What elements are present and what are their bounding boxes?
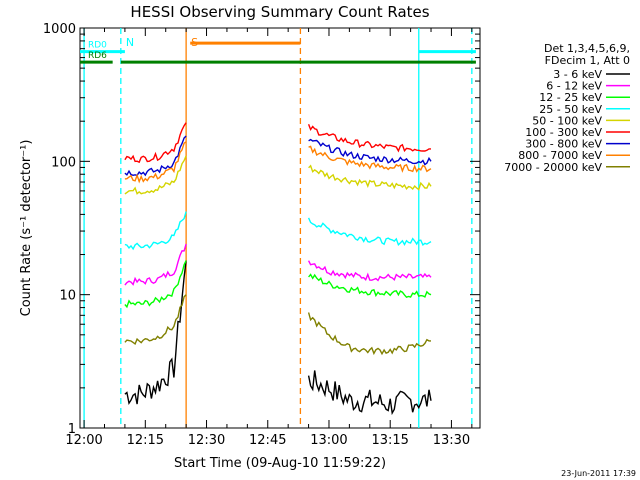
series-line (124, 122, 187, 164)
series-line (308, 145, 432, 173)
x-tick-label: 12:15 (127, 433, 164, 448)
series-line (124, 243, 187, 286)
series-line (308, 273, 432, 299)
series-line (124, 141, 187, 184)
plot-area: NSRD0RD6 (79, 27, 481, 429)
legend-entry: 25 - 50 keV (539, 103, 602, 116)
series-line (307, 260, 432, 282)
plot-frame (79, 27, 481, 429)
series-line (308, 138, 432, 166)
x-tick-label: 12:00 (65, 433, 102, 448)
legend-header: FDecim 1, Att 0 (545, 54, 630, 67)
y-axis-label: Count Rate (s⁻¹ detector⁻¹) (19, 140, 34, 317)
legend-header: Det 1,3,4,5,6,9, (544, 42, 630, 55)
series-line (307, 124, 431, 153)
legend-entry: 50 - 100 keV (532, 114, 602, 127)
legend-entry: 100 - 300 keV (525, 126, 602, 139)
series-line (307, 370, 432, 416)
x-axis: 12:00 12:15 12:30 12:45 13:00 13:15 13:30 (65, 28, 473, 448)
x-tick-label: 13:30 (433, 433, 470, 448)
legend-entry: 3 - 6 keV (553, 68, 602, 81)
legend-entry: 6 - 12 keV (546, 80, 602, 93)
x-tick-label: 13:15 (371, 433, 408, 448)
state-bar-label: RD6 (88, 51, 107, 61)
x-tick-label: 13:00 (310, 433, 347, 448)
series-line (124, 260, 187, 406)
legend-entry: 7000 - 20000 keV (504, 161, 602, 174)
series-line (124, 211, 187, 251)
series-line (307, 312, 431, 356)
y-axis: 1 10 100 1000 (43, 22, 480, 437)
legend-entry: 800 - 7000 keV (518, 149, 602, 162)
chart-title: HESSI Observing Summary Count Rates (130, 3, 429, 21)
series-line (307, 217, 432, 247)
series-line (124, 135, 187, 177)
series-line (124, 260, 187, 309)
legend-entry: 12 - 25 keV (539, 91, 602, 104)
y-tick-label: 1 (68, 422, 76, 437)
state-bar-label: RD0 (88, 41, 107, 51)
legend: Det 1,3,4,5,6,9,FDecim 1, Att 03 - 6 keV… (504, 42, 630, 174)
y-tick-label: 10 (59, 289, 76, 304)
legend-entry: 300 - 800 keV (525, 138, 602, 151)
y-tick-label: 1000 (43, 22, 76, 37)
x-tick-label: 12:30 (188, 433, 225, 448)
y-tick-label: 100 (51, 155, 76, 170)
timestamp: 23-Jun-2011 17:39 (561, 469, 636, 478)
x-axis-label: Start Time (09-Aug-10 11:59:22) (174, 456, 386, 471)
series-line (308, 164, 432, 191)
series-line (124, 155, 187, 195)
series-line (124, 294, 187, 345)
marker-label: N (126, 36, 134, 49)
x-tick-label: 12:45 (249, 433, 286, 448)
